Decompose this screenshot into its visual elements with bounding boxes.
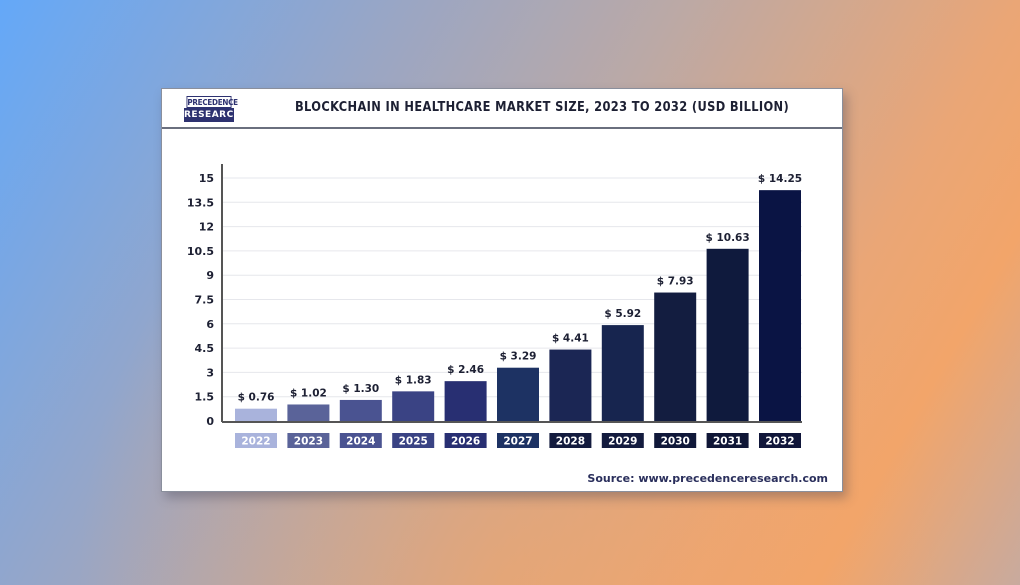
x-tick-label: 2029 [608, 436, 637, 448]
x-tick-label: 2028 [556, 436, 585, 448]
data-labels: $ 0.76 $ 1.02 $ 1.30 $ 1.83 $ 2.46 $ 3.29 $ 4.… [238, 173, 803, 404]
x-tick-label: 2032 [765, 436, 794, 448]
x-label-box [339, 433, 382, 448]
data-label: $ 2.46 [447, 364, 484, 376]
x-label-box [497, 433, 539, 448]
chart-header: PRECEDENCE RESEARCH BLOCKCHAIN IN HEALTH… [162, 89, 842, 129]
bar-2031 [706, 248, 749, 421]
y-tick-label: 3 [206, 366, 214, 379]
x-label-box [444, 433, 487, 448]
bars [235, 190, 801, 421]
x-label-box [601, 433, 644, 448]
x-label-box [235, 433, 277, 448]
x-label-box [392, 433, 435, 448]
data-label: $ 4.41 [552, 333, 589, 345]
data-label: $ 1.83 [395, 374, 432, 386]
chart-title: BLOCKCHAIN IN HEALTHCARE MARKET SIZE, 20… [294, 100, 790, 115]
x-tick-label: 2026 [451, 436, 480, 448]
y-tick-labels: 0 1.5 3 4.5 6 7.5 9 10.5 12 13.5 15 [187, 172, 214, 428]
bar-2027 [497, 367, 539, 421]
bar-2025 [392, 391, 435, 421]
bar-2022 [235, 408, 277, 421]
data-label: $ 7.93 [657, 276, 694, 288]
x-label-box [759, 433, 801, 448]
y-tick-label: 6 [206, 318, 214, 331]
bar-2030 [654, 292, 697, 421]
data-label: $ 5.92 [604, 308, 641, 320]
chart-card: PRECEDENCE RESEARCH BLOCKCHAIN IN HEALTH… [161, 88, 843, 492]
bar-2024 [339, 399, 382, 421]
x-tick-label: 2027 [503, 436, 532, 448]
y-tick-label: 0 [206, 415, 214, 428]
data-label: $ 3.29 [500, 351, 537, 363]
x-tick-label: 2022 [241, 436, 270, 448]
precedence-research-logo: PRECEDENCE RESEARCH [184, 96, 242, 122]
y-tick-label: 13.5 [187, 196, 214, 209]
logo-line-2: RESEARCH [184, 108, 242, 122]
bar-2029 [601, 325, 644, 421]
y-tick-label: 9 [206, 269, 214, 282]
y-tick-label: 1.5 [195, 391, 215, 404]
bar-2032 [759, 190, 801, 421]
data-label: $ 0.76 [238, 392, 275, 404]
data-label: $ 1.30 [342, 383, 379, 395]
logo-line-1: PRECEDENCE [186, 96, 238, 108]
x-tick-label: 2030 [661, 436, 690, 448]
x-label-box [287, 433, 330, 448]
bar-2026 [444, 381, 487, 421]
y-tick-label: 4.5 [195, 342, 215, 355]
x-label-box [549, 433, 592, 448]
x-tick-labels: 2022 2023 2024 2025 2026 2027 2028 2029 2030 2031… [235, 433, 801, 448]
source-credit: Source: www.precedenceresearch.com [587, 472, 828, 485]
data-label: $ 1.02 [290, 387, 327, 399]
x-label-box [654, 433, 697, 448]
x-label-box [706, 433, 749, 448]
bar-2028 [549, 349, 592, 421]
x-tick-label: 2024 [346, 436, 375, 448]
data-label: $ 10.63 [706, 232, 750, 244]
x-tick-label: 2025 [399, 436, 428, 448]
y-tick-label: 15 [199, 172, 214, 185]
y-tick-label: 12 [199, 221, 214, 234]
y-tick-label: 7.5 [195, 294, 215, 307]
bar-2023 [287, 404, 330, 421]
x-tick-label: 2031 [713, 436, 742, 448]
data-label: $ 14.25 [758, 173, 802, 185]
y-tick-label: 10.5 [187, 245, 214, 258]
x-tick-label: 2023 [294, 436, 323, 448]
